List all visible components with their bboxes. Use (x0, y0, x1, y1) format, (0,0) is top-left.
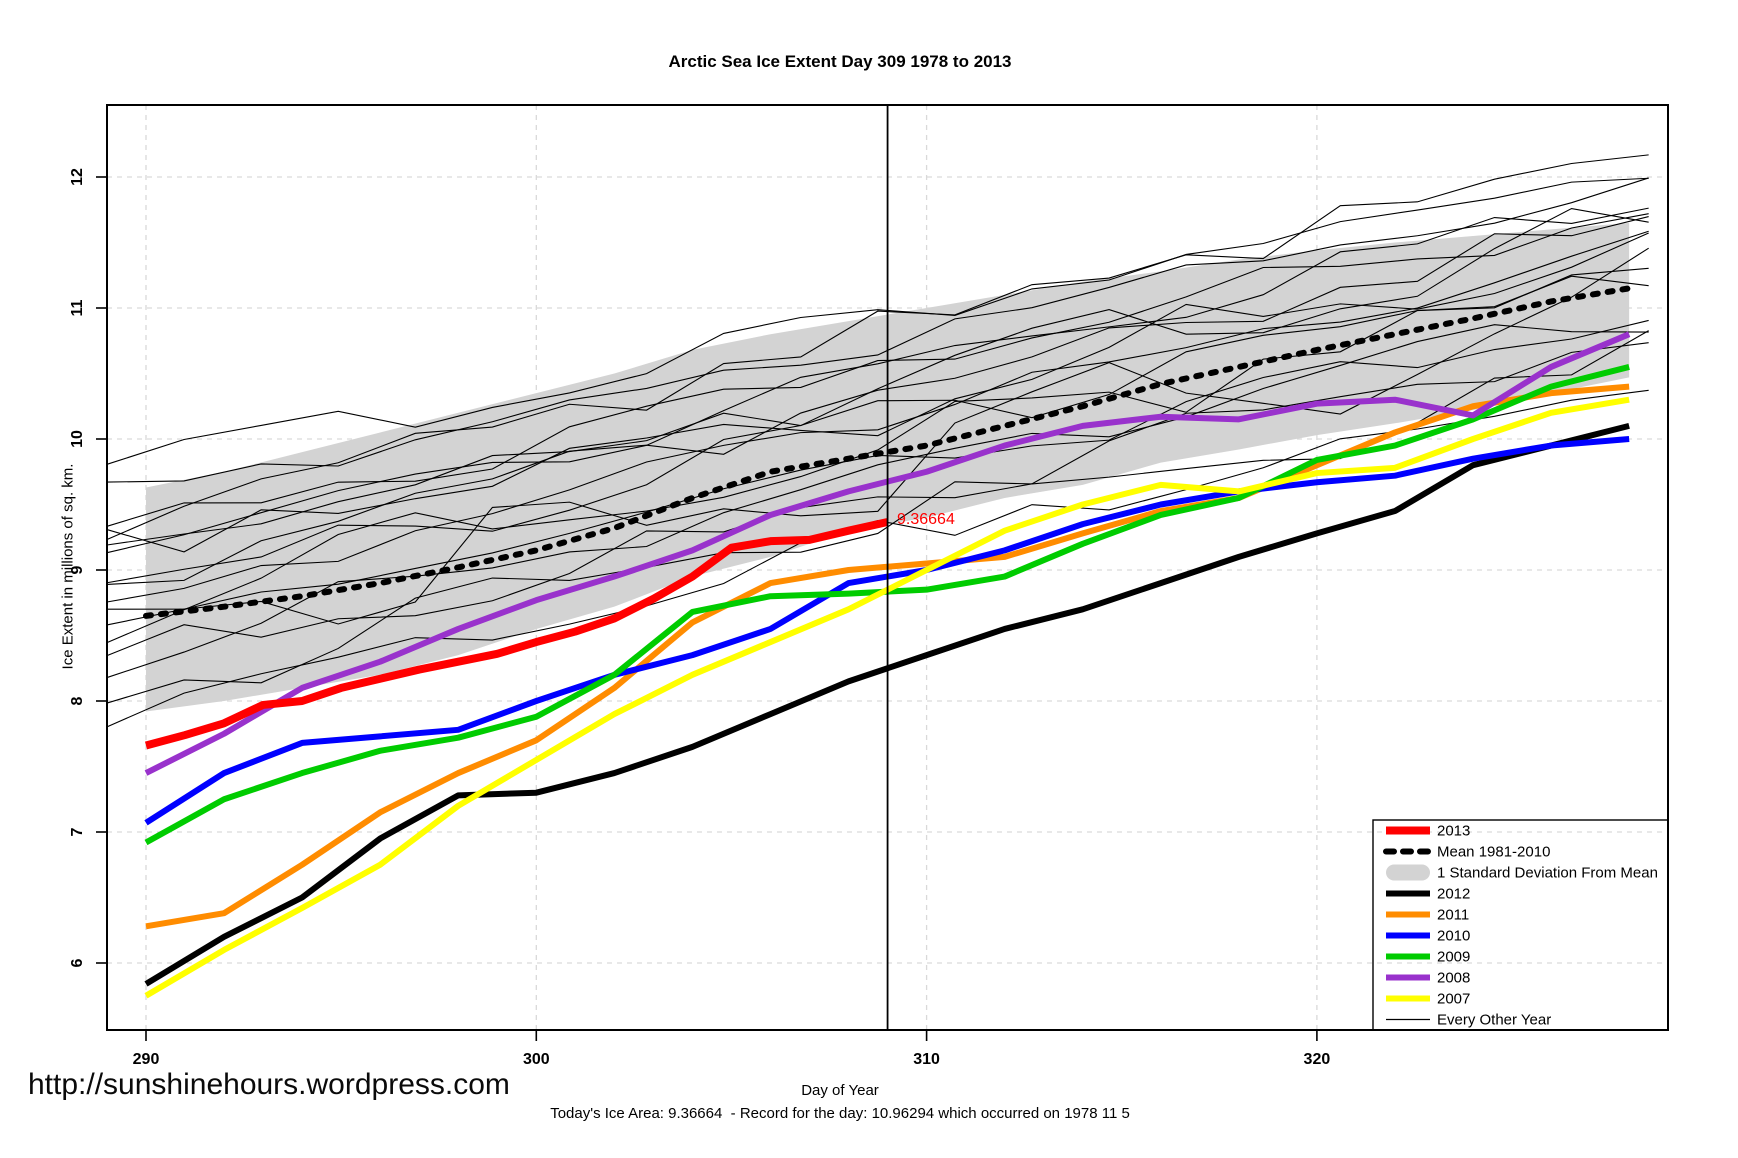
legend-item-label: 2008 (1437, 970, 1470, 987)
legend-item-label: 2007 (1437, 991, 1470, 1008)
y-axis-title: Ice Extent in millions of sq. km. (59, 463, 77, 670)
background-year-line (106, 177, 1649, 483)
legend-item-label: 2010 (1437, 928, 1470, 945)
legend-item-label: Every Other Year (1437, 1012, 1551, 1029)
background-year-line (106, 216, 1649, 585)
x-tick-label: 290 (133, 1051, 160, 1068)
background-year-line (106, 207, 1649, 554)
background-year-line (106, 275, 1649, 584)
y-tick-label: 9 (69, 565, 86, 574)
current-value-annotation: 9.36664 (897, 511, 955, 528)
background-year-line (106, 324, 1649, 679)
legend-item-label: 2011 (1437, 907, 1469, 924)
legend-item-label: Mean 1981-2010 (1437, 844, 1550, 861)
background-year-line (106, 267, 1649, 644)
series-line-2013 (144, 518, 889, 750)
background-year-line (106, 177, 1649, 465)
background-year-line (106, 232, 1649, 553)
x-tick-label: 310 (913, 1051, 940, 1068)
x-axis-title: Day of Year (801, 1082, 879, 1099)
background-year-line (106, 342, 1649, 657)
y-tick-label: 7 (69, 827, 86, 836)
legend-box (1372, 819, 1669, 1031)
chart-title: Arctic Sea Ice Extent Day 309 1978 to 20… (668, 52, 1012, 71)
plot-box (106, 104, 1669, 1031)
x-tick-label: 300 (523, 1051, 550, 1068)
background-year-line (106, 207, 1649, 546)
status-line: Today's Ice Area: 9.36664 - Record for t… (550, 1105, 1130, 1122)
legend-swatch-band (1386, 864, 1430, 881)
legend-item-label: 1 Standard Deviation From Mean (1437, 865, 1658, 882)
footer-url: http://sunshinehours.wordpress.com (28, 1068, 510, 1101)
y-tick-label: 11 (69, 299, 86, 316)
background-year-line (106, 230, 1649, 603)
legend-item-label: 2012 (1437, 886, 1470, 903)
y-tick-label: 12 (69, 168, 86, 186)
legend-item-label: 2013 (1437, 823, 1470, 840)
x-tick-label: 320 (1304, 1051, 1331, 1068)
y-tick-label: 10 (69, 430, 86, 448)
y-tick-label: 6 (69, 958, 86, 967)
background-year-line (106, 213, 1649, 527)
background-year-line (106, 247, 1649, 625)
y-tick-label: 8 (69, 696, 86, 705)
background-year-line (106, 154, 1649, 541)
legend-item-label: 2009 (1437, 949, 1470, 966)
